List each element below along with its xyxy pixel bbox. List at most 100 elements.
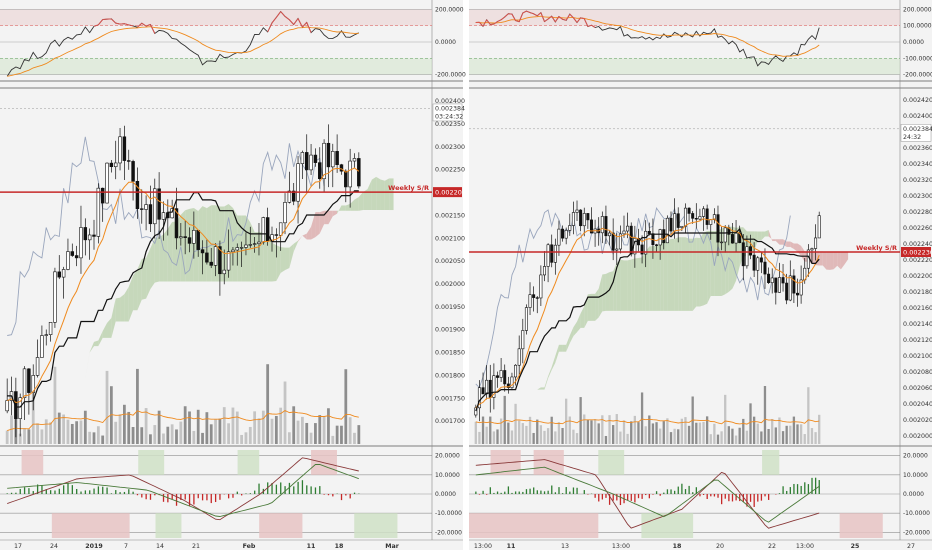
candle-body — [767, 274, 769, 283]
time-tick-label: 24 — [50, 543, 58, 550]
volume-bar — [587, 420, 589, 444]
candle-body — [605, 216, 607, 235]
osc-histogram-bar — [663, 493, 664, 494]
candle-body — [344, 171, 347, 187]
osc-histogram-bar — [163, 494, 164, 502]
volume-bar — [179, 422, 182, 444]
volume-bar — [149, 434, 152, 444]
volume-bar — [540, 425, 542, 444]
volume-bar — [188, 411, 191, 444]
volume-bar — [771, 419, 773, 444]
candle-body — [114, 163, 117, 167]
candle-body — [223, 270, 226, 274]
cloud-segment — [758, 232, 762, 241]
cci-axis-label: 200.0000 — [435, 6, 464, 13]
osc-histogram-bar — [128, 489, 129, 494]
osc-histogram-bar — [306, 485, 307, 494]
price-tick-label: 0.002180 — [903, 289, 932, 296]
candle-body — [818, 216, 820, 238]
cloud-segment — [163, 229, 167, 282]
cloud-segment — [376, 177, 380, 210]
osc-histogram-bar — [63, 485, 64, 494]
osc-zone — [156, 513, 182, 538]
candle-body — [561, 229, 563, 238]
osc-histogram-bar — [72, 485, 73, 494]
cloud-segment — [620, 260, 624, 311]
volume-bar — [793, 417, 795, 444]
osc-histogram-bar — [33, 491, 34, 494]
cloud-segment — [203, 206, 207, 281]
candle-body — [349, 161, 352, 187]
cloud-segment — [281, 247, 285, 273]
cci-axis-label: 0.0000 — [903, 39, 924, 46]
volume-bar — [630, 421, 632, 444]
osc-histogram-bar — [193, 494, 194, 505]
volume-bar — [54, 367, 57, 444]
candle-body — [525, 308, 527, 331]
volume-bar — [818, 415, 820, 444]
price-tick-label: 0.001850 — [435, 350, 465, 357]
cloud-segment — [268, 237, 272, 282]
cloud-segment — [559, 345, 563, 352]
cci-oversold-zone — [469, 58, 900, 74]
candle-body — [612, 233, 614, 250]
candle-body — [253, 244, 256, 245]
volume-bar — [504, 396, 506, 444]
osc-axis-label: -20.0000 — [903, 529, 930, 536]
osc-histogram-bar — [815, 478, 816, 494]
cloud-segment — [682, 237, 686, 311]
osc-histogram-bar — [562, 493, 563, 494]
volume-bar — [262, 411, 265, 444]
volume-bar — [583, 414, 585, 444]
candle-body — [489, 380, 491, 397]
candle-body — [496, 376, 498, 378]
volume-bar — [305, 423, 308, 444]
volume-bar — [323, 417, 326, 444]
volume-bar — [123, 405, 126, 444]
volume-bar — [84, 411, 87, 444]
price-tick-label: 0.001700 — [435, 418, 465, 425]
candle-body — [106, 163, 109, 203]
osc-histogram-bar — [667, 489, 668, 494]
osc-histogram-bar — [569, 492, 570, 494]
cloud-segment — [372, 177, 376, 210]
cloud-segment — [233, 208, 237, 282]
price-tick-label: 0.001950 — [435, 304, 465, 311]
candle-body — [616, 249, 618, 250]
osc-histogram-bar — [620, 494, 621, 505]
volume-bar — [677, 429, 679, 444]
candle-body — [558, 229, 560, 245]
candle-body — [702, 209, 704, 217]
volume-bar — [800, 424, 802, 444]
volume-bar — [576, 433, 578, 444]
cci-axis-label: -200.0000 — [435, 72, 466, 79]
volume-bar — [764, 386, 766, 444]
time-tick-label: 13:00 — [612, 543, 630, 550]
osc-histogram-bar — [50, 490, 51, 494]
candle-body — [210, 262, 213, 265]
volume-bar — [227, 423, 230, 444]
candle-body — [227, 252, 230, 270]
volume-bar — [101, 436, 104, 444]
volume-bar — [340, 426, 343, 444]
candle-body — [742, 243, 744, 266]
volume-bar — [88, 432, 91, 444]
volume-bar — [786, 426, 788, 444]
volume-bar — [36, 423, 39, 444]
osc-histogram-bar — [293, 486, 294, 494]
osc-zone — [762, 450, 779, 475]
osc-histogram-bar — [132, 492, 133, 494]
cloud-segment — [285, 248, 289, 271]
osc-histogram-bar — [28, 488, 29, 494]
volume-bar — [236, 412, 239, 444]
volume-bar — [554, 431, 556, 444]
cloud-segment — [660, 239, 664, 311]
candle-body — [551, 245, 553, 263]
osc-histogram-bar — [537, 490, 538, 494]
osc-histogram-bar — [529, 489, 530, 494]
candle-body — [793, 276, 795, 293]
volume-bar — [297, 421, 300, 444]
candle-body — [184, 237, 187, 238]
osc-histogram-bar — [602, 494, 603, 499]
candle-body — [245, 245, 248, 247]
